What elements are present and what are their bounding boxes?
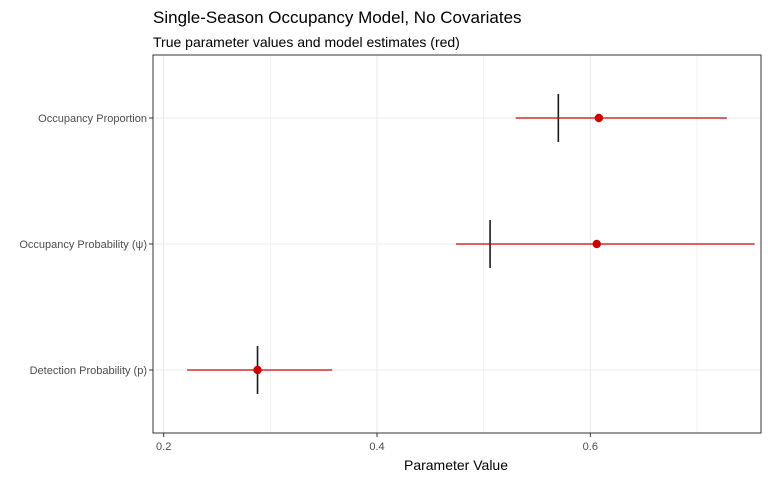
x-axis-ticks: 0.2 0.4 0.6 bbox=[156, 433, 598, 453]
estimate-point bbox=[592, 239, 601, 249]
chart-title: Single-Season Occupancy Model, No Covari… bbox=[153, 8, 522, 27]
x-tick-label: 0.6 bbox=[583, 441, 598, 453]
x-tick-label: 0.2 bbox=[156, 441, 171, 453]
y-tick-label: Detection Probability (p) bbox=[30, 365, 147, 377]
y-axis-ticks: Occupancy Proportion Occupancy Probabilit… bbox=[19, 113, 153, 377]
y-tick-label: Occupancy Proportion bbox=[38, 113, 147, 125]
x-axis-label: Parameter Value bbox=[404, 457, 508, 473]
x-tick-label: 0.4 bbox=[369, 441, 384, 453]
y-tick-label: Occupancy Probability (ψ) bbox=[19, 239, 147, 251]
estimate-point bbox=[253, 365, 262, 375]
estimate-point bbox=[594, 113, 604, 123]
model-estimates bbox=[187, 113, 755, 375]
chart-subtitle: True parameter values and model estimate… bbox=[153, 34, 460, 50]
